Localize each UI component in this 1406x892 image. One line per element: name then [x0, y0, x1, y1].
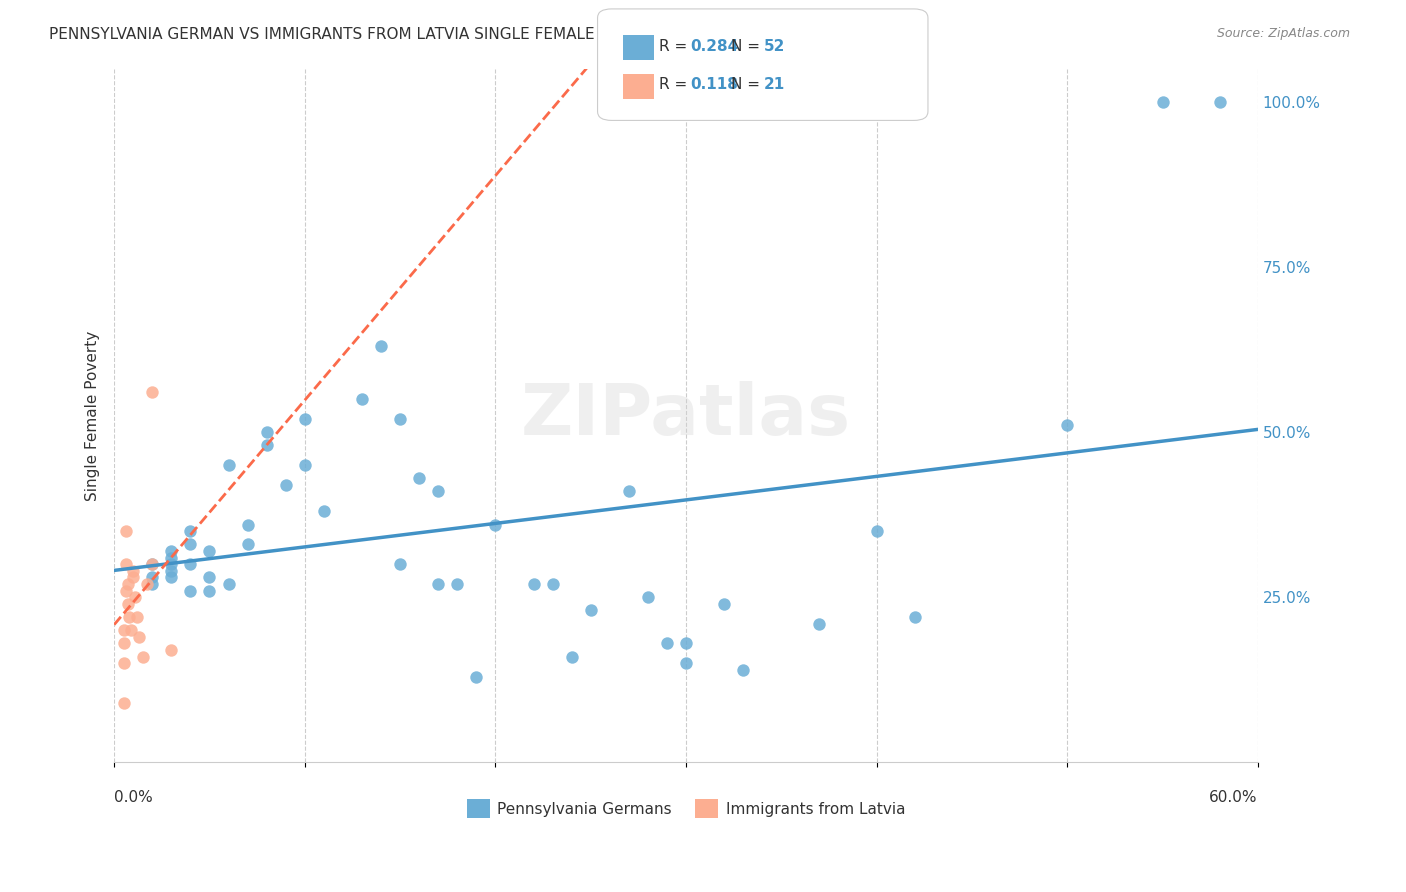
Point — [370, 339, 392, 353]
Point — [160, 643, 183, 657]
Point — [125, 610, 148, 624]
Point — [617, 484, 640, 499]
Text: 21: 21 — [763, 78, 785, 92]
Text: 60.0%: 60.0% — [1209, 790, 1258, 805]
Point — [713, 597, 735, 611]
Point — [256, 425, 278, 439]
Point — [865, 524, 887, 538]
Point — [179, 537, 201, 551]
Point — [160, 570, 183, 584]
Point — [256, 438, 278, 452]
Point — [112, 624, 135, 638]
Point — [236, 517, 259, 532]
Point — [655, 636, 678, 650]
Point — [465, 669, 488, 683]
Point — [446, 577, 468, 591]
Point — [135, 577, 157, 591]
Point — [198, 544, 221, 558]
Point — [112, 696, 135, 710]
Point — [198, 583, 221, 598]
Point — [389, 557, 412, 571]
Point — [522, 577, 544, 591]
Point — [904, 610, 927, 624]
Point — [637, 591, 659, 605]
Point — [141, 385, 163, 400]
Point — [117, 597, 139, 611]
Point — [427, 577, 450, 591]
Point — [1056, 418, 1078, 433]
Point — [160, 544, 183, 558]
Point — [389, 411, 412, 425]
Point — [675, 657, 697, 671]
Text: R =: R = — [659, 39, 693, 54]
Point — [218, 458, 240, 472]
Point — [160, 557, 183, 571]
Point — [294, 411, 316, 425]
Point — [179, 557, 201, 571]
Point — [132, 649, 155, 664]
Point — [120, 624, 142, 638]
Y-axis label: Single Female Poverty: Single Female Poverty — [86, 330, 100, 500]
Point — [141, 570, 163, 584]
Point — [117, 577, 139, 591]
Text: 0.284: 0.284 — [690, 39, 738, 54]
Point — [733, 663, 755, 677]
Point — [160, 564, 183, 578]
Point — [141, 577, 163, 591]
Text: 52: 52 — [763, 39, 785, 54]
Point — [114, 557, 136, 571]
Text: ZIPatlas: ZIPatlas — [522, 381, 851, 450]
Point — [808, 616, 831, 631]
Point — [114, 583, 136, 598]
Point — [122, 570, 145, 584]
Point — [312, 504, 335, 518]
Point — [141, 557, 163, 571]
Point — [118, 610, 141, 624]
Point — [141, 557, 163, 571]
Point — [218, 577, 240, 591]
Point — [179, 524, 201, 538]
Point — [114, 524, 136, 538]
Point — [236, 537, 259, 551]
Text: PENNSYLVANIA GERMAN VS IMMIGRANTS FROM LATVIA SINGLE FEMALE POVERTY CORRELATION : PENNSYLVANIA GERMAN VS IMMIGRANTS FROM L… — [49, 27, 839, 42]
Point — [1152, 95, 1174, 109]
Point — [198, 570, 221, 584]
Text: Source: ZipAtlas.com: Source: ZipAtlas.com — [1216, 27, 1350, 40]
Point — [112, 657, 135, 671]
Point — [561, 649, 583, 664]
Text: N =: N = — [731, 78, 765, 92]
Point — [294, 458, 316, 472]
Point — [484, 517, 506, 532]
Text: 0.118: 0.118 — [690, 78, 738, 92]
Point — [112, 636, 135, 650]
Point — [579, 603, 602, 617]
Point — [408, 471, 430, 485]
Point — [124, 591, 146, 605]
Legend: Pennsylvania Germans, Immigrants from Latvia: Pennsylvania Germans, Immigrants from La… — [461, 793, 911, 824]
Point — [427, 484, 450, 499]
Point — [675, 636, 697, 650]
Point — [1209, 95, 1232, 109]
Point — [160, 550, 183, 565]
Text: R =: R = — [659, 78, 697, 92]
Point — [350, 392, 373, 406]
Point — [122, 564, 145, 578]
Point — [541, 577, 564, 591]
Point — [179, 583, 201, 598]
Point — [128, 630, 150, 644]
Text: 0.0%: 0.0% — [114, 790, 153, 805]
Text: N =: N = — [731, 39, 765, 54]
Point — [274, 478, 297, 492]
